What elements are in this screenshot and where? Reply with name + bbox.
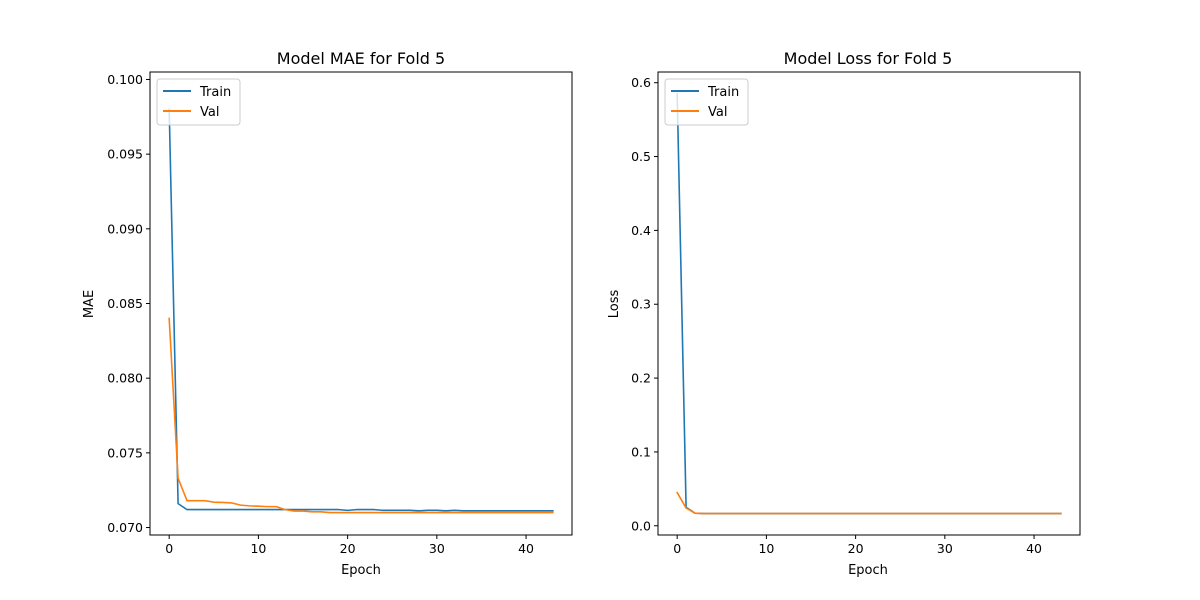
legend: Train Val (156, 78, 241, 126)
legend-label-train: Train (199, 85, 231, 100)
x-tick-label: 10 (250, 541, 266, 556)
loss-chart: Model Loss for Fold 5 Epoch Loss 0 10 20 30… (607, 49, 1081, 578)
y-tick-label: 0.095 (107, 147, 143, 162)
series-line-val (676, 491, 1062, 515)
y-tick-label: 0.100 (107, 72, 143, 87)
y-tick-label: 0.085 (107, 296, 143, 311)
legend-label-train: Train (707, 85, 739, 100)
y-tick-label: 0.1 (631, 444, 651, 459)
y-tick-label: 0.0 (631, 518, 651, 533)
y-tick-label: 0.3 (631, 297, 651, 312)
x-tick-label: 30 (429, 541, 445, 556)
y-tick-label: 0.6 (631, 75, 651, 90)
x-tick-label: 30 (937, 541, 953, 556)
x-tick-label: 0 (673, 541, 681, 556)
chart-title: Model Loss for Fold 5 (784, 49, 953, 68)
axes-frame (149, 71, 573, 536)
y-tick-label: 0.090 (107, 221, 143, 236)
x-axis-label: Epoch (848, 563, 888, 578)
legend-label-val: Val (200, 105, 219, 120)
series-line-train (168, 108, 554, 512)
y-tick-label: 0.5 (631, 149, 651, 164)
y-tick-label: 0.070 (107, 520, 143, 535)
y-axis-label: MAE (82, 290, 97, 318)
legend: Train Val (664, 78, 749, 126)
chart-title: Model MAE for Fold 5 (277, 49, 445, 68)
x-tick-label: 40 (518, 541, 534, 556)
plot-lines (168, 108, 554, 514)
x-tick-label: 10 (758, 541, 774, 556)
x-tick-label: 20 (848, 541, 864, 556)
axis-ticks: 0 10 20 30 40 0.0 0.1 0.2 0.3 0.4 0.5 0.6 (631, 75, 1042, 556)
axis-ticks: 0 10 20 30 40 0.070 0.075 0.080 0.085 0.090 0.095 0… (107, 72, 534, 556)
x-tick-label: 20 (340, 541, 356, 556)
x-tick-label: 0 (165, 541, 173, 556)
y-tick-label: 0.075 (107, 445, 143, 460)
series-line-val (168, 317, 554, 514)
y-tick-label: 0.2 (631, 371, 651, 386)
x-tick-label: 40 (1026, 541, 1042, 556)
y-tick-label: 0.4 (631, 223, 651, 238)
axes-frame (657, 71, 1081, 536)
plot-lines (676, 92, 1062, 515)
x-axis-label: Epoch (341, 563, 381, 578)
mae-chart: Model MAE for Fold 5 Epoch MAE 0 10 20 30 40… (82, 49, 573, 578)
legend-label-val: Val (708, 105, 727, 120)
y-axis-label: Loss (607, 290, 622, 319)
y-tick-label: 0.080 (107, 371, 143, 386)
